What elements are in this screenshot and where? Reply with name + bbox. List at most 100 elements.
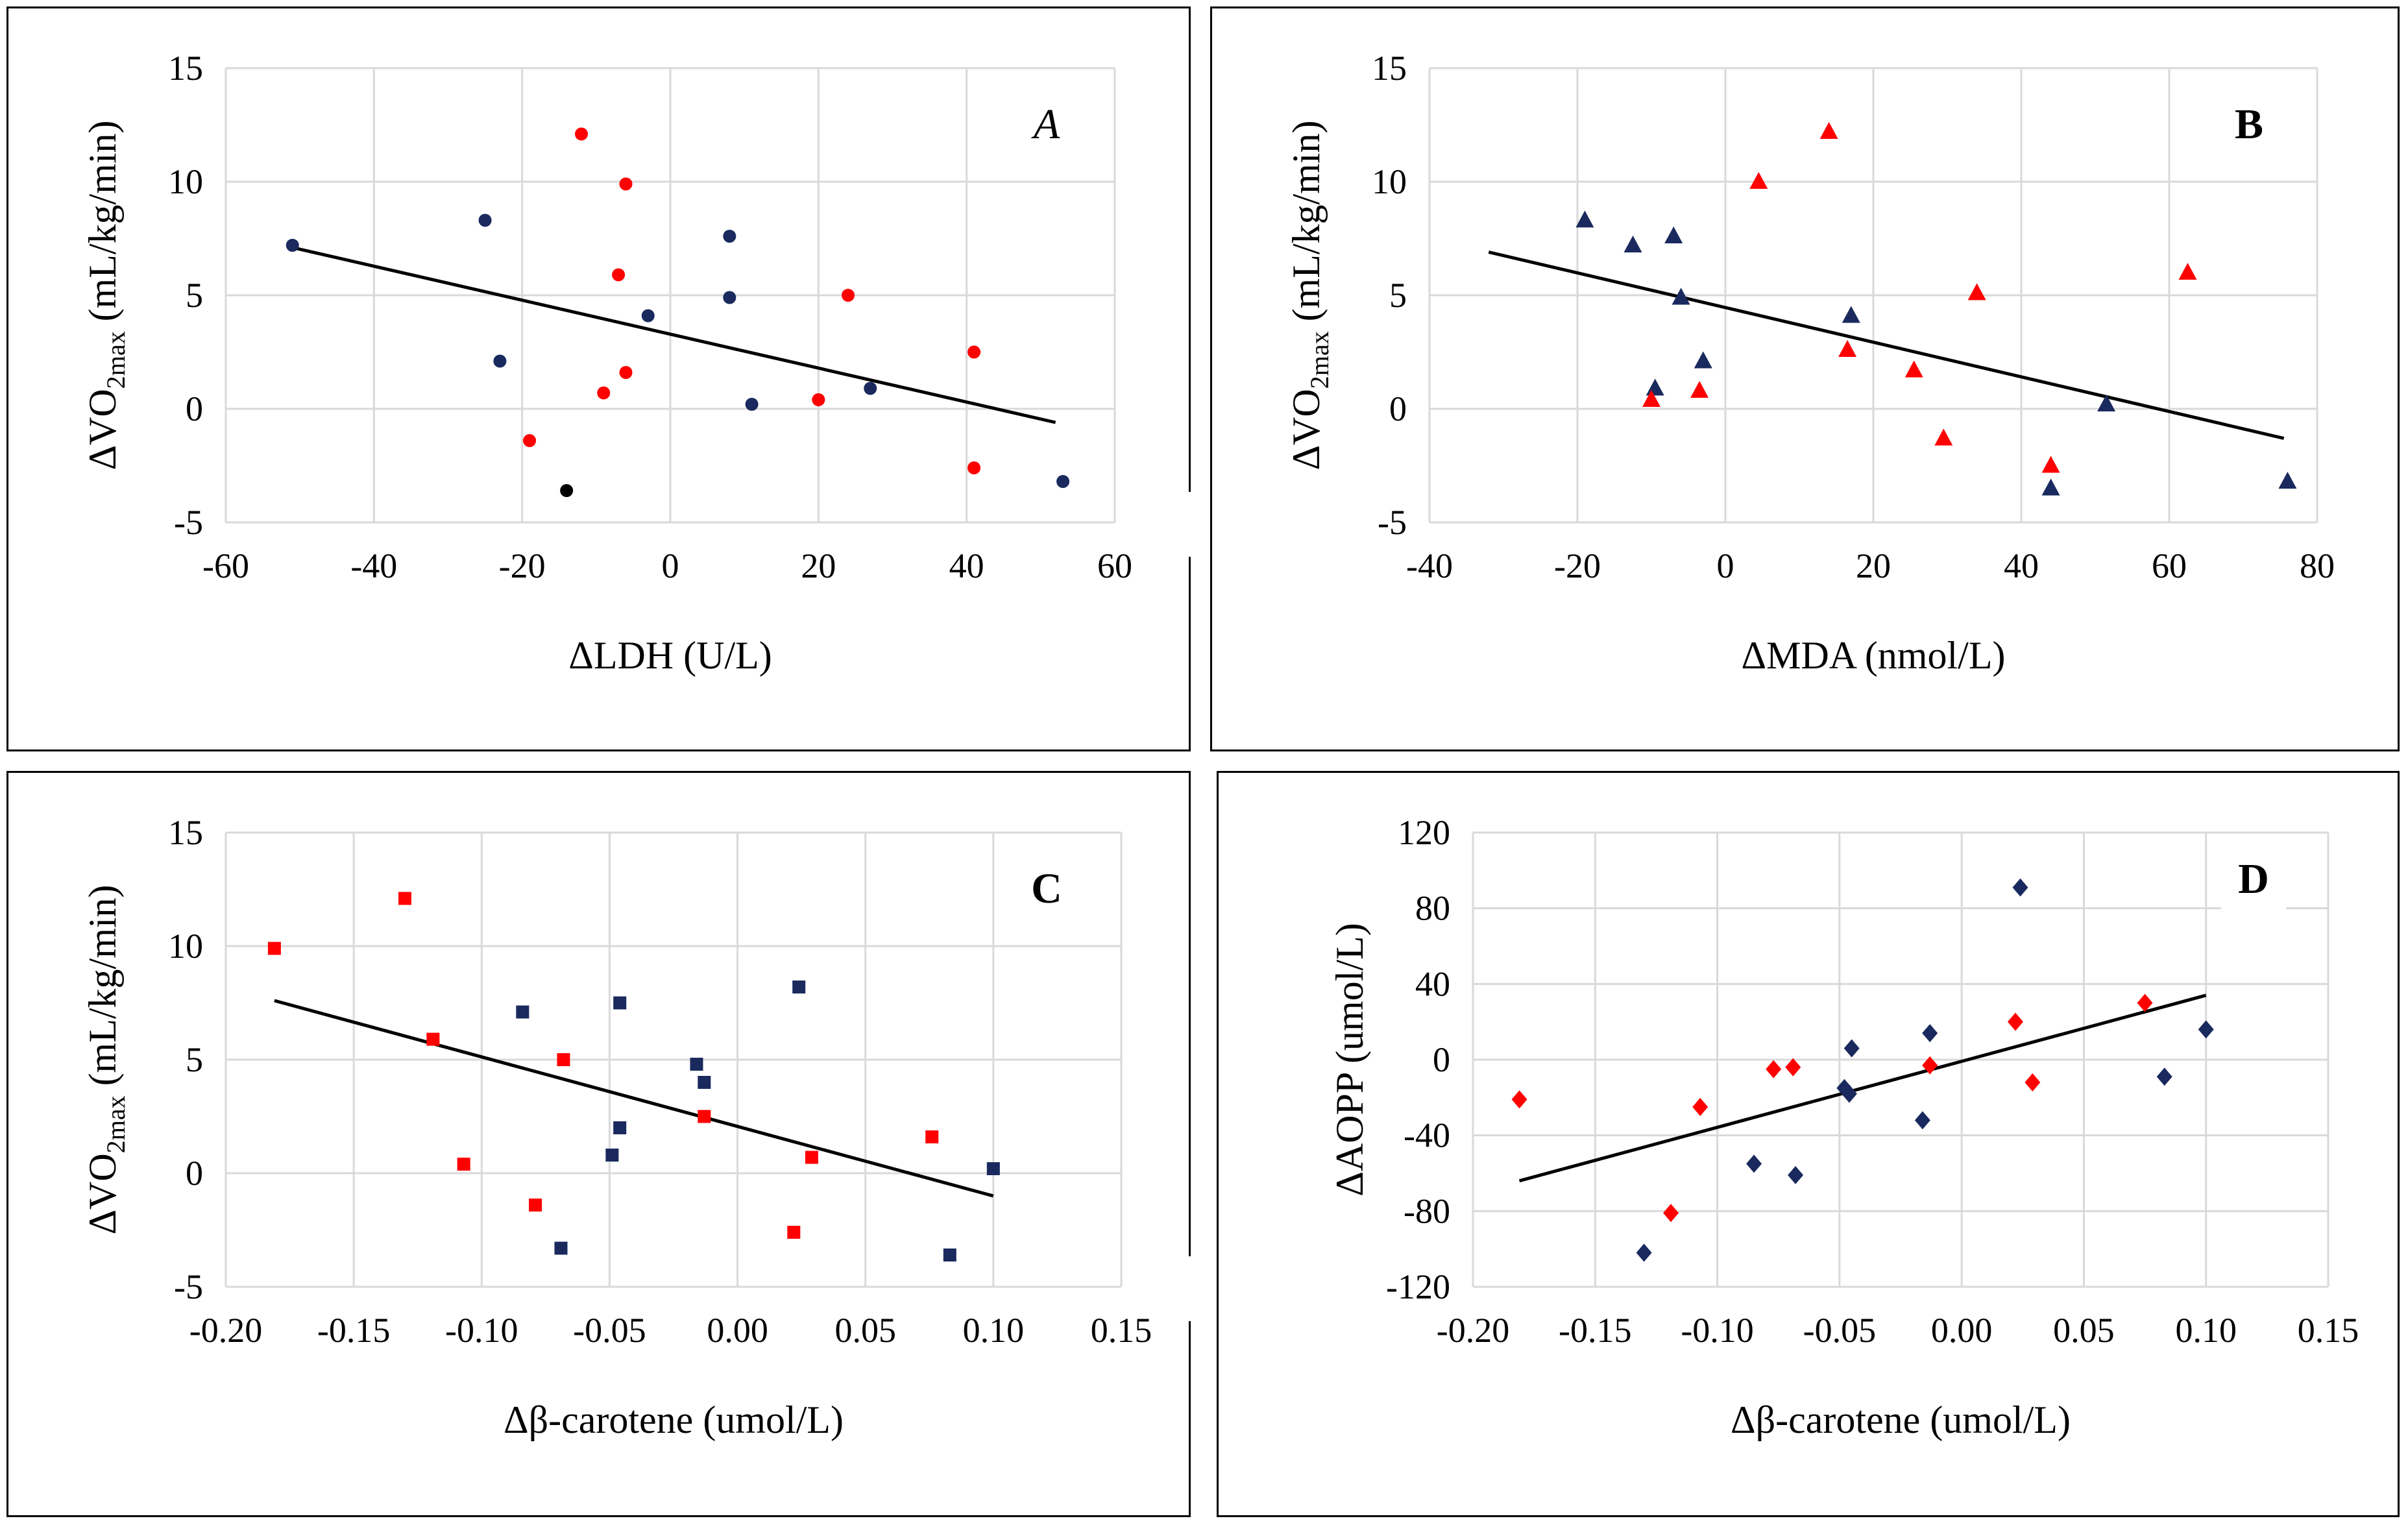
data-point-b (1642, 390, 1660, 407)
data-point-b (1672, 287, 1690, 305)
x-tick-label-b: 0 (1717, 546, 1734, 585)
data-point-c (698, 1076, 711, 1089)
x-axis-label-c: Δβ-carotene (umol/L) (504, 1398, 844, 1441)
x-tick-label-b: 20 (1856, 546, 1891, 585)
y-tick-label-b: 10 (1372, 162, 1407, 201)
x-tick-label-d: -0.05 (1803, 1311, 1876, 1350)
panel-label-background-c (1021, 865, 1086, 917)
data-point-a (286, 239, 299, 252)
data-point-b (1934, 428, 1953, 446)
data-point-d (2198, 1020, 2214, 1039)
data-point-b (2178, 263, 2197, 280)
panel-label-d: D (2238, 855, 2269, 903)
data-point-c (457, 1158, 470, 1171)
data-point-b (1624, 236, 1642, 252)
data-point-d (1663, 1204, 1679, 1223)
x-tick-label-a: -60 (202, 546, 249, 585)
data-point-c (787, 1226, 801, 1239)
x-tick-label-a: 60 (1097, 546, 1132, 585)
data-point-c (267, 942, 281, 955)
data-point-a (1056, 475, 1070, 488)
y-tick-label-d: 0 (1433, 1040, 1450, 1079)
data-point-c (986, 1162, 1000, 1175)
data-point-c (605, 1149, 619, 1162)
data-point-b (1694, 351, 1712, 369)
y-tick-label-a: -5 (174, 503, 203, 542)
panel-label-c: C (1031, 865, 1062, 912)
y-axis-label-d: ΔAOPP (umol/L) (1328, 923, 1371, 1196)
x-tick-label-b: 40 (2004, 546, 2039, 585)
gridlines-b (1428, 67, 2318, 524)
data-point-a (619, 366, 633, 379)
data-point-d (1788, 1165, 1804, 1184)
y-tick-label-a: 10 (168, 162, 203, 201)
data-point-a (967, 345, 981, 359)
data-point-c (698, 1110, 711, 1123)
x-tick-label-b: -20 (1554, 546, 1601, 585)
data-point-a (745, 398, 759, 411)
data-point-d (2012, 878, 2028, 897)
x-tick-label-a: 0 (662, 546, 679, 585)
data-points-b (1575, 122, 2297, 496)
y-tick-label-d: -120 (1386, 1267, 1450, 1306)
x-tick-label-d: -0.10 (1681, 1311, 1753, 1350)
data-point-a (575, 127, 588, 141)
data-point-a (597, 386, 611, 400)
data-point-d (2025, 1073, 2041, 1091)
y-tick-label-c: 0 (186, 1154, 203, 1193)
data-point-d (1636, 1243, 1652, 1262)
data-point-d (1843, 1039, 1860, 1058)
chart-panel-c: -0.20 -0.15 -0.10 -0.05 0.00 0.05 0.10 0.15 -5 0 5… (6, 771, 1193, 1517)
data-point-b (2041, 456, 2060, 473)
data-points-c (267, 892, 1000, 1261)
trendline-d (1518, 993, 2207, 1183)
x-tick-label-d: 0.10 (2175, 1311, 2237, 1350)
data-point-b (1967, 283, 1986, 300)
x-tick-label-c: -0.20 (189, 1311, 262, 1350)
x-tick-label-c: -0.15 (317, 1311, 390, 1350)
data-point-b (1749, 172, 1768, 189)
data-point-c (805, 1151, 818, 1164)
data-point-d (1922, 1056, 1938, 1075)
data-point-b (1838, 340, 1857, 357)
data-point-b (1690, 381, 1709, 398)
data-point-d (1922, 1024, 1938, 1043)
data-point-b (1842, 306, 1860, 323)
y-tick-label-c: 5 (186, 1040, 203, 1079)
data-point-d (1836, 1078, 1853, 1097)
data-point-c (613, 1121, 627, 1134)
tick-labels-b: -40 -20 0 20 40 60 80 -5 0 5 10 15 (1372, 49, 2335, 585)
data-point-c (426, 1032, 440, 1046)
data-point-d (2007, 1012, 2023, 1031)
chart-panel-a: -60 -40 -20 0 20 40 60 -5 0 5 10 15 ΔLDH (U/L) ΔVO2ma… (6, 6, 1193, 751)
x-tick-label-c: 0.15 (1091, 1311, 1152, 1350)
data-point-a (864, 382, 877, 395)
data-point-a (478, 213, 492, 227)
panel-label-a: A (1031, 101, 1060, 148)
trendline-c (274, 999, 994, 1198)
border-gap-a (1184, 492, 1193, 557)
x-tick-label-c: -0.10 (445, 1311, 518, 1350)
data-point-c (529, 1199, 542, 1212)
x-tick-label-a: -20 (499, 546, 546, 585)
data-point-b (1664, 226, 1683, 243)
data-point-d (2156, 1067, 2172, 1086)
data-point-a (842, 289, 855, 302)
data-point-d (1511, 1090, 1527, 1109)
tick-labels-d: -0.20 -0.15 -0.10 -0.05 0.00 0.05 0.10 0.15 -120… (1386, 813, 2359, 1350)
data-point-a (619, 177, 633, 191)
y-tick-label-c: -5 (174, 1267, 203, 1306)
x-tick-label-a: -40 (350, 546, 397, 585)
x-tick-label-d: 0.15 (2298, 1311, 2359, 1350)
data-point-b (1904, 360, 1923, 378)
gridlines-c (225, 831, 1123, 1288)
data-point-c (398, 892, 411, 905)
data-point-c (943, 1249, 956, 1261)
chart-panel-d: -0.20 -0.15 -0.10 -0.05 0.00 0.05 0.10 0.15 -120… (1217, 771, 2400, 1517)
y-tick-label-d: 40 (1415, 964, 1450, 1003)
data-point-b (2097, 395, 2116, 411)
tick-labels-c: -0.20 -0.15 -0.10 -0.05 0.00 0.05 0.10 0.15 -5 0 5… (168, 813, 1152, 1350)
data-point-b (1819, 122, 1838, 139)
x-tick-label-c: 0.10 (963, 1311, 1025, 1350)
panel-label-b: B (2235, 101, 2263, 148)
